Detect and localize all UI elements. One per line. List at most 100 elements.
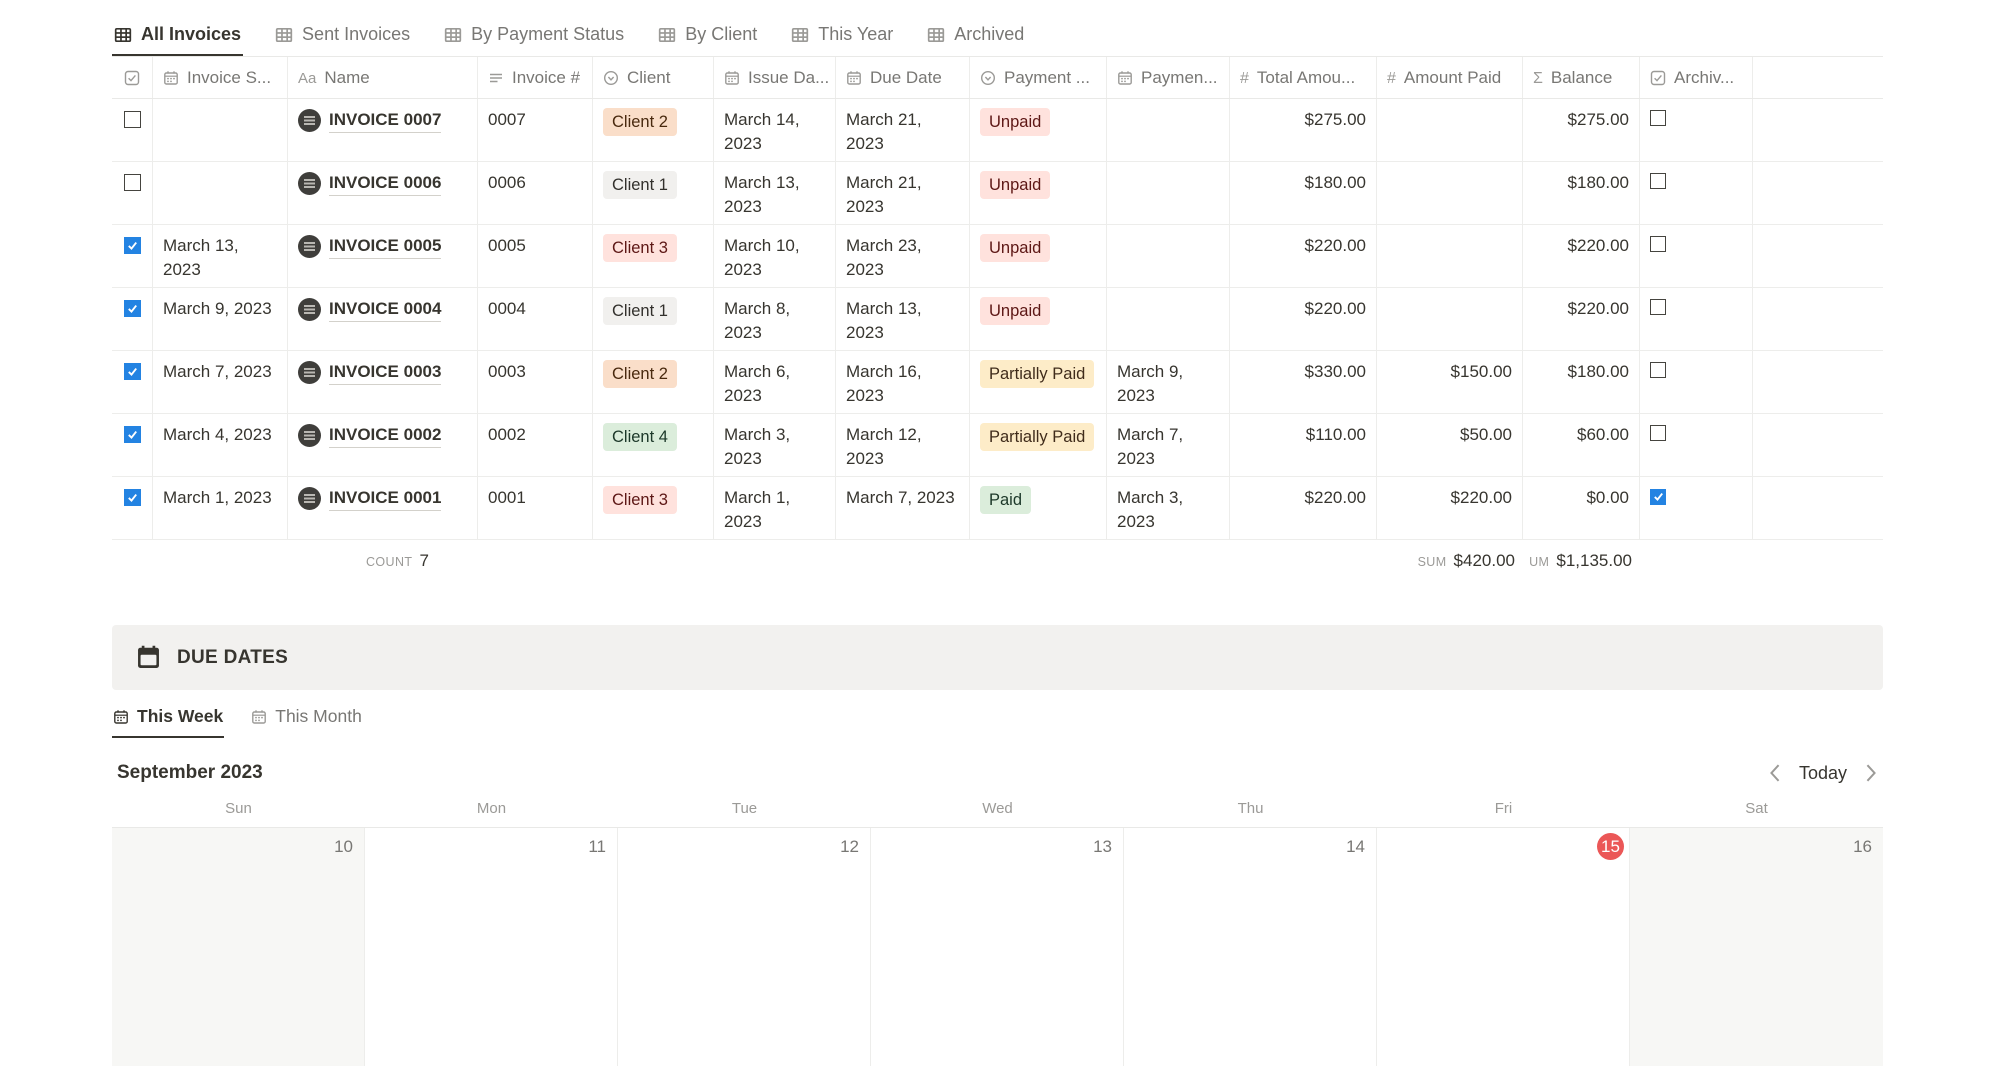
row-select-checkbox[interactable] — [123, 363, 141, 380]
cell-client[interactable]: Client 2 — [593, 351, 714, 413]
calendar-cell-12[interactable]: 12 — [618, 828, 871, 1066]
cell-name[interactable]: INVOICE 0001 — [288, 477, 478, 539]
column-header-balance[interactable]: Σ Balance — [1523, 57, 1640, 98]
cell-total-amount[interactable]: $220.00 — [1230, 288, 1377, 350]
view-tab-archived[interactable]: Archived — [925, 24, 1026, 56]
archived-checkbox[interactable] — [1650, 488, 1666, 505]
cell-invoice-sent[interactable]: March 7, 2023 — [153, 351, 288, 413]
cell-total-amount[interactable]: $330.00 — [1230, 351, 1377, 413]
invoice-name-link[interactable]: INVOICE 0004 — [329, 297, 442, 322]
payment-status-tag[interactable]: Partially Paid — [980, 423, 1095, 451]
view-tab-by-payment-status[interactable]: By Payment Status — [442, 24, 626, 56]
cell-name[interactable]: INVOICE 0006 — [288, 162, 478, 224]
archived-checkbox[interactable] — [1650, 362, 1666, 378]
calendar-tab-this-week[interactable]: This Week — [112, 706, 225, 738]
calendar-cell-13[interactable]: 13 — [871, 828, 1124, 1066]
cell-balance[interactable]: $180.00 — [1523, 351, 1640, 413]
client-tag[interactable]: Client 4 — [603, 423, 677, 451]
cell-invoice-number[interactable]: 0004 — [478, 288, 593, 350]
calendar-cell-14[interactable]: 14 — [1124, 828, 1377, 1066]
invoice-name-link[interactable]: INVOICE 0001 — [329, 486, 442, 511]
cell-payment-date[interactable] — [1107, 162, 1230, 224]
cell-due-date[interactable]: March 7, 2023 — [836, 477, 970, 539]
cell-due-date[interactable]: March 13, 2023 — [836, 288, 970, 350]
cell-invoice-sent[interactable]: March 1, 2023 — [153, 477, 288, 539]
calendar-cell-15[interactable]: 15 — [1377, 828, 1630, 1066]
cell-due-date[interactable]: March 21, 2023 — [836, 162, 970, 224]
cell-payment-status[interactable]: Paid — [970, 477, 1107, 539]
archived-checkbox[interactable] — [1650, 173, 1666, 189]
cell-balance[interactable]: $220.00 — [1523, 225, 1640, 287]
row-select-checkbox[interactable] — [123, 426, 141, 443]
cell-balance[interactable]: $180.00 — [1523, 162, 1640, 224]
cell-invoice-number[interactable]: 0002 — [478, 414, 593, 476]
cell-payment-date[interactable] — [1107, 99, 1230, 161]
cell-balance[interactable]: $60.00 — [1523, 414, 1640, 476]
row-select-checkbox[interactable] — [123, 489, 141, 506]
cell-client[interactable]: Client 1 — [593, 162, 714, 224]
cell-issue-date[interactable]: March 10, 2023 — [714, 225, 836, 287]
payment-status-tag[interactable]: Unpaid — [980, 108, 1051, 136]
cell-invoice-number[interactable]: 0007 — [478, 99, 593, 161]
invoice-name-link[interactable]: INVOICE 0006 — [329, 171, 442, 196]
cell-issue-date[interactable]: March 1, 2023 — [714, 477, 836, 539]
next-month-button[interactable] — [1863, 763, 1879, 783]
cell-client[interactable]: Client 4 — [593, 414, 714, 476]
cell-amount-paid[interactable] — [1377, 162, 1523, 224]
row-select-checkbox[interactable] — [123, 111, 141, 128]
column-header-payment_status[interactable]: Payment ... — [970, 57, 1107, 98]
cell-total-amount[interactable]: $220.00 — [1230, 477, 1377, 539]
invoice-name-link[interactable]: INVOICE 0007 — [329, 108, 442, 133]
cell-invoice-sent[interactable] — [153, 162, 288, 224]
cell-due-date[interactable]: March 23, 2023 — [836, 225, 970, 287]
invoice-name-link[interactable]: INVOICE 0005 — [329, 234, 442, 259]
cell-issue-date[interactable]: March 3, 2023 — [714, 414, 836, 476]
cell-invoice-number[interactable]: 0005 — [478, 225, 593, 287]
client-tag[interactable]: Client 2 — [603, 360, 677, 388]
cell-issue-date[interactable]: March 6, 2023 — [714, 351, 836, 413]
cell-name[interactable]: INVOICE 0003 — [288, 351, 478, 413]
cell-payment-status[interactable]: Unpaid — [970, 99, 1107, 161]
cell-total-amount[interactable]: $180.00 — [1230, 162, 1377, 224]
cell-balance[interactable]: $220.00 — [1523, 288, 1640, 350]
cell-payment-date[interactable] — [1107, 225, 1230, 287]
column-header-archived[interactable]: Archiv... — [1640, 57, 1753, 98]
cell-invoice-number[interactable]: 0001 — [478, 477, 593, 539]
sum-amount-paid[interactable]: SUM $420.00 — [1377, 551, 1523, 571]
view-tab-all-invoices[interactable]: All Invoices — [112, 24, 244, 56]
cell-due-date[interactable]: March 16, 2023 — [836, 351, 970, 413]
payment-status-tag[interactable]: Unpaid — [980, 234, 1051, 262]
cell-amount-paid[interactable]: $220.00 — [1377, 477, 1523, 539]
payment-status-tag[interactable]: Paid — [980, 486, 1032, 514]
calendar-cell-11[interactable]: 11 — [365, 828, 618, 1066]
cell-client[interactable]: Client 1 — [593, 288, 714, 350]
calendar-tab-this-month[interactable]: This Month — [250, 706, 363, 738]
client-tag[interactable]: Client 2 — [603, 108, 677, 136]
client-tag[interactable]: Client 1 — [603, 297, 677, 325]
view-tab-sent-invoices[interactable]: Sent Invoices — [273, 24, 412, 56]
cell-payment-date[interactable]: March 7, 2023 — [1107, 414, 1230, 476]
cell-balance[interactable]: $0.00 — [1523, 477, 1640, 539]
column-header-due_date[interactable]: Due Date — [836, 57, 970, 98]
cell-invoice-sent[interactable] — [153, 99, 288, 161]
cell-balance[interactable]: $275.00 — [1523, 99, 1640, 161]
cell-amount-paid[interactable] — [1377, 99, 1523, 161]
cell-client[interactable]: Client 2 — [593, 99, 714, 161]
prev-month-button[interactable] — [1767, 763, 1783, 783]
cell-amount-paid[interactable] — [1377, 225, 1523, 287]
invoice-name-link[interactable]: INVOICE 0003 — [329, 360, 442, 385]
column-header-amount_paid[interactable]: # Amount Paid — [1377, 57, 1523, 98]
cell-payment-date[interactable]: March 3, 2023 — [1107, 477, 1230, 539]
cell-due-date[interactable]: March 21, 2023 — [836, 99, 970, 161]
column-header-invoice_sent[interactable]: Invoice S... — [153, 57, 288, 98]
cell-payment-status[interactable]: Unpaid — [970, 162, 1107, 224]
view-tab-this-year[interactable]: This Year — [789, 24, 895, 56]
cell-issue-date[interactable]: March 14, 2023 — [714, 99, 836, 161]
cell-payment-status[interactable]: Partially Paid — [970, 351, 1107, 413]
cell-due-date[interactable]: March 12, 2023 — [836, 414, 970, 476]
payment-status-tag[interactable]: Unpaid — [980, 297, 1051, 325]
cell-payment-status[interactable]: Unpaid — [970, 225, 1107, 287]
cell-issue-date[interactable]: March 13, 2023 — [714, 162, 836, 224]
cell-client[interactable]: Client 3 — [593, 477, 714, 539]
cell-client[interactable]: Client 3 — [593, 225, 714, 287]
